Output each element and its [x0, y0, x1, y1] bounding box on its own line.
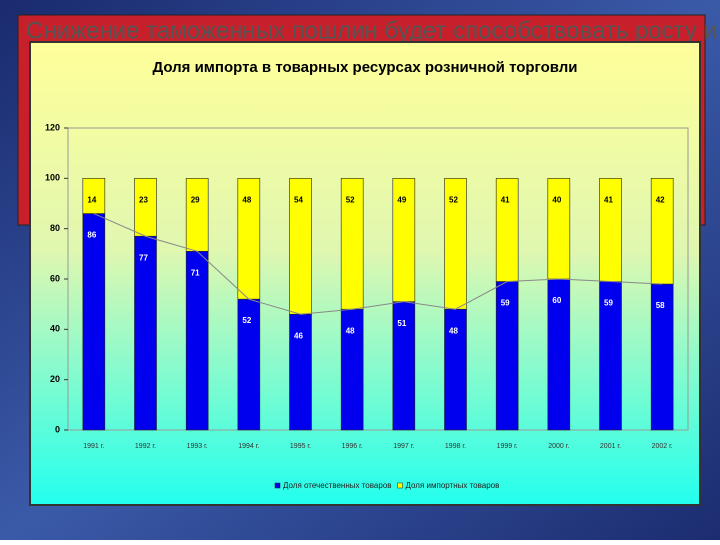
- data-label: 59: [604, 299, 613, 308]
- bar-segment: [185, 178, 209, 252]
- x-tick-label: 1995 г.: [290, 443, 311, 450]
- y-tick-label: 40: [50, 324, 60, 334]
- data-label: 41: [604, 195, 613, 204]
- bar-segment: [547, 178, 571, 280]
- chart-title: Доля импорта в товарных ресурсах розничн…: [152, 59, 577, 76]
- data-label: 52: [242, 316, 251, 325]
- data-label: 86: [87, 231, 96, 240]
- y-tick-label: 0: [55, 424, 60, 434]
- data-label: 52: [346, 195, 355, 204]
- x-tick-label: 2001 г.: [600, 443, 621, 450]
- data-label: 48: [449, 326, 458, 335]
- data-label: 77: [139, 253, 148, 262]
- data-label: 48: [346, 326, 355, 335]
- legend-swatch: [397, 482, 403, 489]
- bar-segment: [599, 178, 622, 282]
- y-tick-label: 80: [50, 223, 60, 233]
- y-tick-label: 100: [45, 173, 60, 183]
- data-label: 58: [656, 301, 665, 310]
- bar-segment: [134, 178, 157, 237]
- data-label: 40: [552, 195, 561, 204]
- x-tick-label: 1993 г.: [187, 443, 208, 450]
- x-tick-label: 1996 г.: [342, 443, 363, 450]
- legend-swatch: [274, 482, 281, 489]
- x-tick-label: 2002 г.: [652, 443, 673, 450]
- data-label: 51: [397, 319, 406, 328]
- data-label: 60: [552, 296, 561, 305]
- bar-segment: [134, 235, 157, 431]
- data-label: 42: [656, 195, 665, 204]
- data-label: 14: [87, 195, 96, 204]
- legend-label: Доля отечественных товаров: [283, 481, 392, 490]
- y-tick-label: 20: [50, 374, 60, 384]
- data-label: 48: [242, 195, 251, 204]
- legend-label: Доля импортных товаров: [406, 481, 500, 490]
- x-tick-label: 2000 г.: [548, 443, 569, 450]
- data-label: 41: [501, 195, 510, 204]
- data-label: 54: [294, 195, 303, 204]
- connector-line: [93, 213, 663, 315]
- y-tick-label: 60: [50, 273, 60, 283]
- bar-segment: [650, 178, 674, 285]
- bar-segment: [185, 251, 209, 431]
- x-tick-label: 1991 г.: [83, 443, 104, 450]
- data-label: 52: [449, 195, 458, 204]
- data-label: 23: [139, 195, 148, 204]
- y-tick-label: 120: [45, 122, 60, 132]
- data-label: 59: [501, 299, 510, 308]
- slide-text: Снижение таможенных пошлин будет способс…: [26, 17, 717, 44]
- data-label: 71: [191, 268, 200, 277]
- x-tick-label: 1992 г.: [135, 443, 156, 450]
- bar-segment: [82, 213, 106, 431]
- x-tick-label: 1997 г.: [393, 443, 414, 450]
- chart: 0 20 40 60 80 100 120 86 14 1991 г. 77 23 1992 г. 71 2…: [45, 122, 674, 490]
- x-tick-label: 1999 г.: [497, 443, 518, 450]
- bar-segment: [495, 178, 519, 282]
- x-tick-label: 1994 г.: [238, 443, 259, 450]
- x-tick-label: 1998 г.: [445, 443, 466, 450]
- data-label: 49: [397, 195, 406, 204]
- data-label: 46: [294, 331, 303, 340]
- data-label: 29: [191, 195, 200, 204]
